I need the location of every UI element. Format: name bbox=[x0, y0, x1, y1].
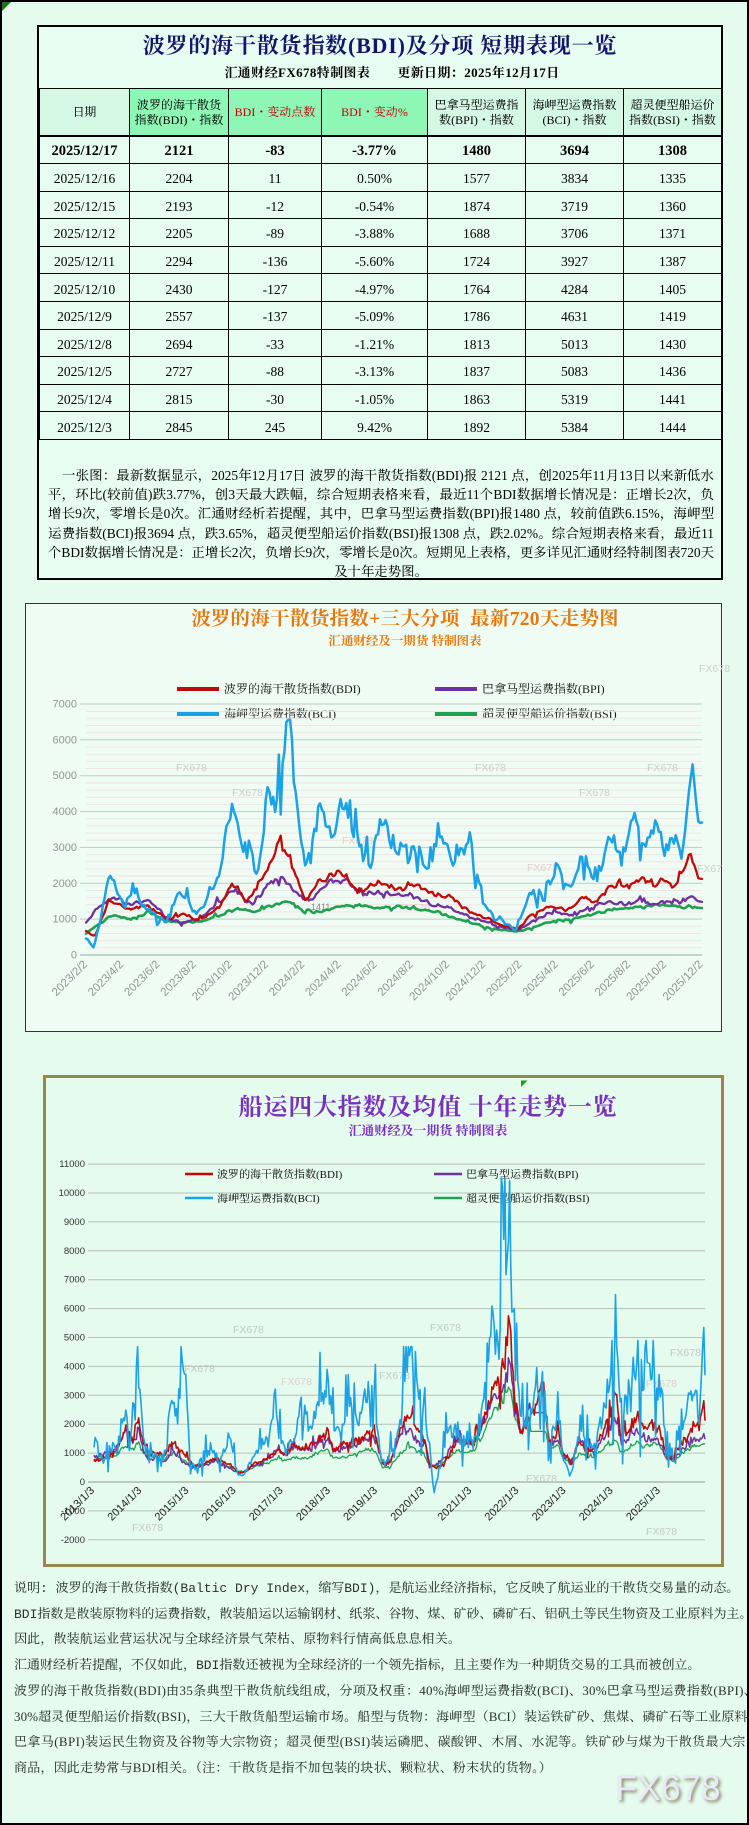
svg-text:波罗的海干散货指数(BDI): 波罗的海干散货指数(BDI) bbox=[224, 680, 361, 697]
svg-text:2024/1/3: 2024/1/3 bbox=[577, 1485, 616, 1524]
svg-text:2014/1/3: 2014/1/3 bbox=[106, 1485, 145, 1524]
svg-text:FX678: FX678 bbox=[526, 1473, 557, 1485]
svg-text:FX678: FX678 bbox=[670, 1347, 701, 1359]
svg-text:2022/1/3: 2022/1/3 bbox=[483, 1485, 522, 1524]
svg-text:2020/1/3: 2020/1/3 bbox=[388, 1485, 427, 1524]
svg-text:FX678: FX678 bbox=[233, 1324, 264, 1336]
svg-text:FX678: FX678 bbox=[527, 862, 558, 874]
svg-text:2019/1/3: 2019/1/3 bbox=[341, 1485, 380, 1524]
svg-text:FX678: FX678 bbox=[579, 787, 610, 799]
svg-text:3000: 3000 bbox=[64, 1390, 85, 1401]
svg-text:海岬型运费指数(BCI): 海岬型运费指数(BCI) bbox=[224, 705, 336, 722]
svg-text:2013/1/3: 2013/1/3 bbox=[58, 1485, 97, 1524]
svg-text:波罗的海干散货指数(BDI): 波罗的海干散货指数(BDI) bbox=[217, 1166, 343, 1182]
svg-text:FX678: FX678 bbox=[232, 787, 263, 799]
svg-text:FX678: FX678 bbox=[176, 762, 207, 774]
svg-text:5000: 5000 bbox=[53, 770, 77, 782]
svg-text:船运四大指数及均值 十年走势一览: 船运四大指数及均值 十年走势一览 bbox=[239, 1087, 618, 1122]
svg-text:1000: 1000 bbox=[64, 1448, 85, 1459]
svg-text:超灵便型船运价指数(BSI): 超灵便型船运价指数(BSI) bbox=[466, 1190, 590, 1206]
svg-text:-1000: -1000 bbox=[61, 1506, 85, 1517]
svg-text:8000: 8000 bbox=[64, 1246, 85, 1257]
svg-text:2023/1/3: 2023/1/3 bbox=[530, 1485, 569, 1524]
svg-text:波罗的海干散货指数+三大分项 最新720天走势图: 波罗的海干散货指数+三大分项 最新720天走势图 bbox=[191, 603, 619, 631]
svg-text:7000: 7000 bbox=[53, 699, 77, 711]
svg-text:2017/1/3: 2017/1/3 bbox=[247, 1485, 286, 1524]
svg-text:2018/1/3: 2018/1/3 bbox=[294, 1485, 333, 1524]
svg-text:0: 0 bbox=[80, 1477, 85, 1488]
svg-text:-2000: -2000 bbox=[61, 1535, 85, 1546]
svg-text:海岬型运费指数(BCI): 海岬型运费指数(BCI) bbox=[217, 1190, 320, 1206]
svg-text:FX678: FX678 bbox=[646, 1526, 677, 1538]
svg-text:6000: 6000 bbox=[53, 734, 77, 746]
svg-text:2025/1/3: 2025/1/3 bbox=[624, 1485, 663, 1524]
svg-text:1411: 1411 bbox=[311, 902, 330, 912]
svg-text:2021/1/3: 2021/1/3 bbox=[436, 1485, 475, 1524]
svg-text:0: 0 bbox=[71, 950, 77, 962]
svg-text:汇通财经及一期货 特制图表: 汇通财经及一期货 特制图表 bbox=[348, 1120, 507, 1139]
svg-text:2015/1/3: 2015/1/3 bbox=[153, 1485, 192, 1524]
svg-text:4000: 4000 bbox=[53, 806, 77, 818]
svg-text:汇通财经及一期货 特制图表: 汇通财经及一期货 特制图表 bbox=[328, 631, 482, 649]
svg-text:1000: 1000 bbox=[53, 914, 77, 926]
svg-text:2000: 2000 bbox=[53, 878, 77, 890]
svg-text:2000: 2000 bbox=[64, 1419, 85, 1430]
svg-text:超灵便型船运价指数(BSI): 超灵便型船运价指数(BSI) bbox=[482, 705, 617, 722]
svg-text:3000: 3000 bbox=[53, 842, 77, 854]
svg-text:FX678: FX678 bbox=[132, 1522, 163, 1534]
svg-text:巴拿马型运费指数(BPI): 巴拿马型运费指数(BPI) bbox=[482, 680, 605, 697]
svg-text:FX678: FX678 bbox=[647, 762, 678, 774]
svg-text:FX678: FX678 bbox=[281, 1376, 312, 1388]
svg-text:FX678: FX678 bbox=[475, 762, 506, 774]
svg-text:4000: 4000 bbox=[64, 1361, 85, 1372]
svg-text:9000: 9000 bbox=[64, 1217, 85, 1228]
svg-text:FX678: FX678 bbox=[697, 863, 722, 875]
svg-text:5000: 5000 bbox=[64, 1333, 85, 1344]
svg-text:巴拿马型运费指数(BPI): 巴拿马型运费指数(BPI) bbox=[466, 1166, 579, 1182]
svg-text:2016/1/3: 2016/1/3 bbox=[200, 1485, 239, 1524]
svg-text:7000: 7000 bbox=[64, 1275, 85, 1286]
svg-text:10000: 10000 bbox=[59, 1188, 85, 1199]
svg-text:6000: 6000 bbox=[64, 1304, 85, 1315]
svg-text:FX678: FX678 bbox=[430, 1322, 461, 1334]
svg-text:FX678: FX678 bbox=[184, 1363, 215, 1375]
svg-text:11000: 11000 bbox=[59, 1159, 85, 1170]
